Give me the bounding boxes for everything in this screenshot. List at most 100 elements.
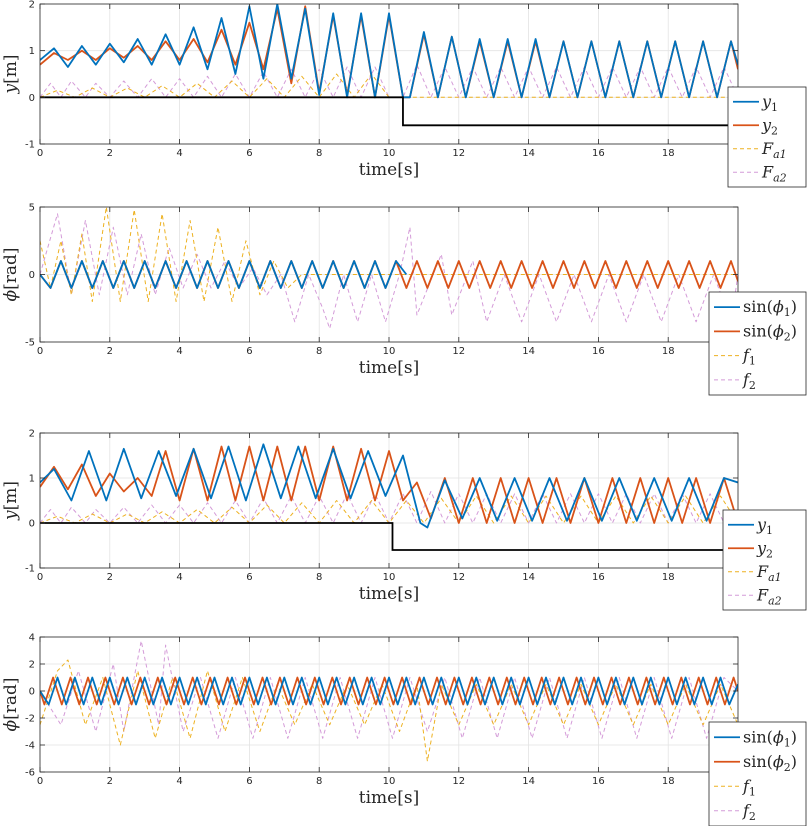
legend-label: sin(ϕ1) <box>743 297 797 319</box>
x-tick-label: 10 <box>383 346 396 357</box>
x-tick-label: 10 <box>383 572 396 583</box>
y-tick-label: -1 <box>25 564 35 575</box>
x-tick-label: 6 <box>246 776 252 787</box>
x-tick-label: 6 <box>246 346 252 357</box>
legend-label: f2 <box>742 370 756 392</box>
x-axis-label: time[s] <box>359 788 419 808</box>
legend-label: y2 <box>756 538 773 560</box>
x-tick-label: 2 <box>107 346 113 357</box>
x-tick-label: 0 <box>37 346 43 357</box>
y-tick-label: 2 <box>29 429 35 440</box>
x-tick-label: 8 <box>316 776 322 787</box>
legend-box <box>708 291 807 396</box>
x-tick-label: 10 <box>383 148 396 159</box>
legend-label: sin(ϕ2) <box>743 752 797 774</box>
x-tick-label: 8 <box>316 148 322 159</box>
x-tick-label: 10 <box>383 776 396 787</box>
x-tick-label: 16 <box>592 776 605 787</box>
x-axis-label: time[s] <box>359 160 419 180</box>
y-tick-label: 2 <box>29 660 35 671</box>
y-tick-label: -4 <box>25 741 35 752</box>
x-tick-label: 0 <box>37 572 43 583</box>
y-tick-label: -5 <box>25 338 35 349</box>
legend-label: y2 <box>761 115 778 137</box>
legend-label: Fa2 <box>756 585 782 607</box>
x-tick-label: 12 <box>452 776 465 787</box>
x-tick-label: 8 <box>316 346 322 357</box>
chart-panel-2: 0 2 4 6 8 10 12 14 16 18-505time[s]ϕ[rad]sin(ϕ1)s… <box>1 203 807 396</box>
x-tick-label: 4 <box>176 572 182 583</box>
series-line-f1 <box>40 659 738 762</box>
x-tick-label: 4 <box>176 148 182 159</box>
legend-label: y1 <box>761 92 778 114</box>
series-line-f1 <box>40 207 735 302</box>
y-tick-label: -1 <box>25 140 35 151</box>
series-line-fa2 <box>40 491 738 524</box>
x-tick-label: 12 <box>452 572 465 583</box>
y-tick-label: 0 <box>29 270 35 281</box>
x-tick-label: 0 <box>37 776 43 787</box>
x-tick-label: 6 <box>246 148 252 159</box>
x-tick-label: 18 <box>662 776 675 787</box>
x-axis-label: time[s] <box>359 584 419 604</box>
x-tick-label: 14 <box>522 776 535 787</box>
series-line-y1 <box>40 443 738 529</box>
series-line-sin2 <box>40 676 738 706</box>
series-line-sin1 <box>40 676 738 706</box>
x-tick-label: 2 <box>107 148 113 159</box>
x-tick-label: 16 <box>592 572 605 583</box>
legend-label: f2 <box>742 801 756 823</box>
x-tick-label: 14 <box>522 572 535 583</box>
x-tick-label: 12 <box>452 148 465 159</box>
x-tick-label: 18 <box>662 346 675 357</box>
chart-panel-4: 0 2 4 6 8 10 12 14 16 18 -6 -4 -2 0 2 4 time[s] ϕ[rad] sin… <box>1 633 807 826</box>
series-line-fa1 <box>40 73 738 98</box>
y-axis-label: y[m] <box>1 55 21 95</box>
x-tick-label: 0 <box>37 148 43 159</box>
chart-panel-3: 0 2 4 6 8 10 12 14 16 18-1012time[s]y[m]y1y2Fa1Fa… <box>1 429 807 611</box>
y-tick-label: 0 <box>29 519 35 530</box>
legend-box <box>727 86 807 188</box>
series-line-f2 <box>40 213 738 329</box>
step-reference-line <box>40 522 738 551</box>
x-tick-label: 14 <box>522 346 535 357</box>
y-axis-label: y[m] <box>1 481 21 521</box>
y-tick-label: -2 <box>25 714 35 725</box>
series-line-sin1 <box>40 260 408 289</box>
legend-label: Fa2 <box>761 162 787 184</box>
y-tick-label: 2 <box>29 0 35 11</box>
y-tick-label: 5 <box>29 203 35 214</box>
chart-panel-1: 0 2 4 6 8 10 12 14 16 18-1012time[s]y[m]y1y2Fa1Fa… <box>1 0 807 188</box>
x-tick-label: 18 <box>662 572 675 583</box>
x-tick-label: 4 <box>176 346 182 357</box>
legend-box <box>722 509 807 611</box>
series-group <box>40 207 738 329</box>
y-axis-label: ϕ[rad] <box>1 677 21 731</box>
legend-label: Fa1 <box>761 139 787 161</box>
series-group <box>40 4 738 127</box>
series-line-fa2 <box>40 64 738 98</box>
legend-label: sin(ϕ2) <box>743 321 797 343</box>
step-reference-line <box>40 96 738 127</box>
y-tick-label: 4 <box>29 633 35 644</box>
x-tick-label: 8 <box>316 572 322 583</box>
x-tick-label: 16 <box>592 148 605 159</box>
x-axis-label: time[s] <box>359 358 419 378</box>
series-line-y1 <box>40 4 738 99</box>
x-tick-label: 6 <box>246 572 252 583</box>
series-group <box>40 640 738 762</box>
series-line-y2 <box>40 445 738 524</box>
x-tick-label: 2 <box>107 776 113 787</box>
x-tick-label: 2 <box>107 572 113 583</box>
y-axis-label: ϕ[rad] <box>1 247 21 301</box>
y-tick-label: 1 <box>29 46 35 57</box>
legend-label: f1 <box>742 776 756 798</box>
x-tick-label: 14 <box>522 148 535 159</box>
y-tick-label: 1 <box>29 474 35 485</box>
series-group <box>40 443 738 551</box>
y-tick-label: 0 <box>29 687 35 698</box>
